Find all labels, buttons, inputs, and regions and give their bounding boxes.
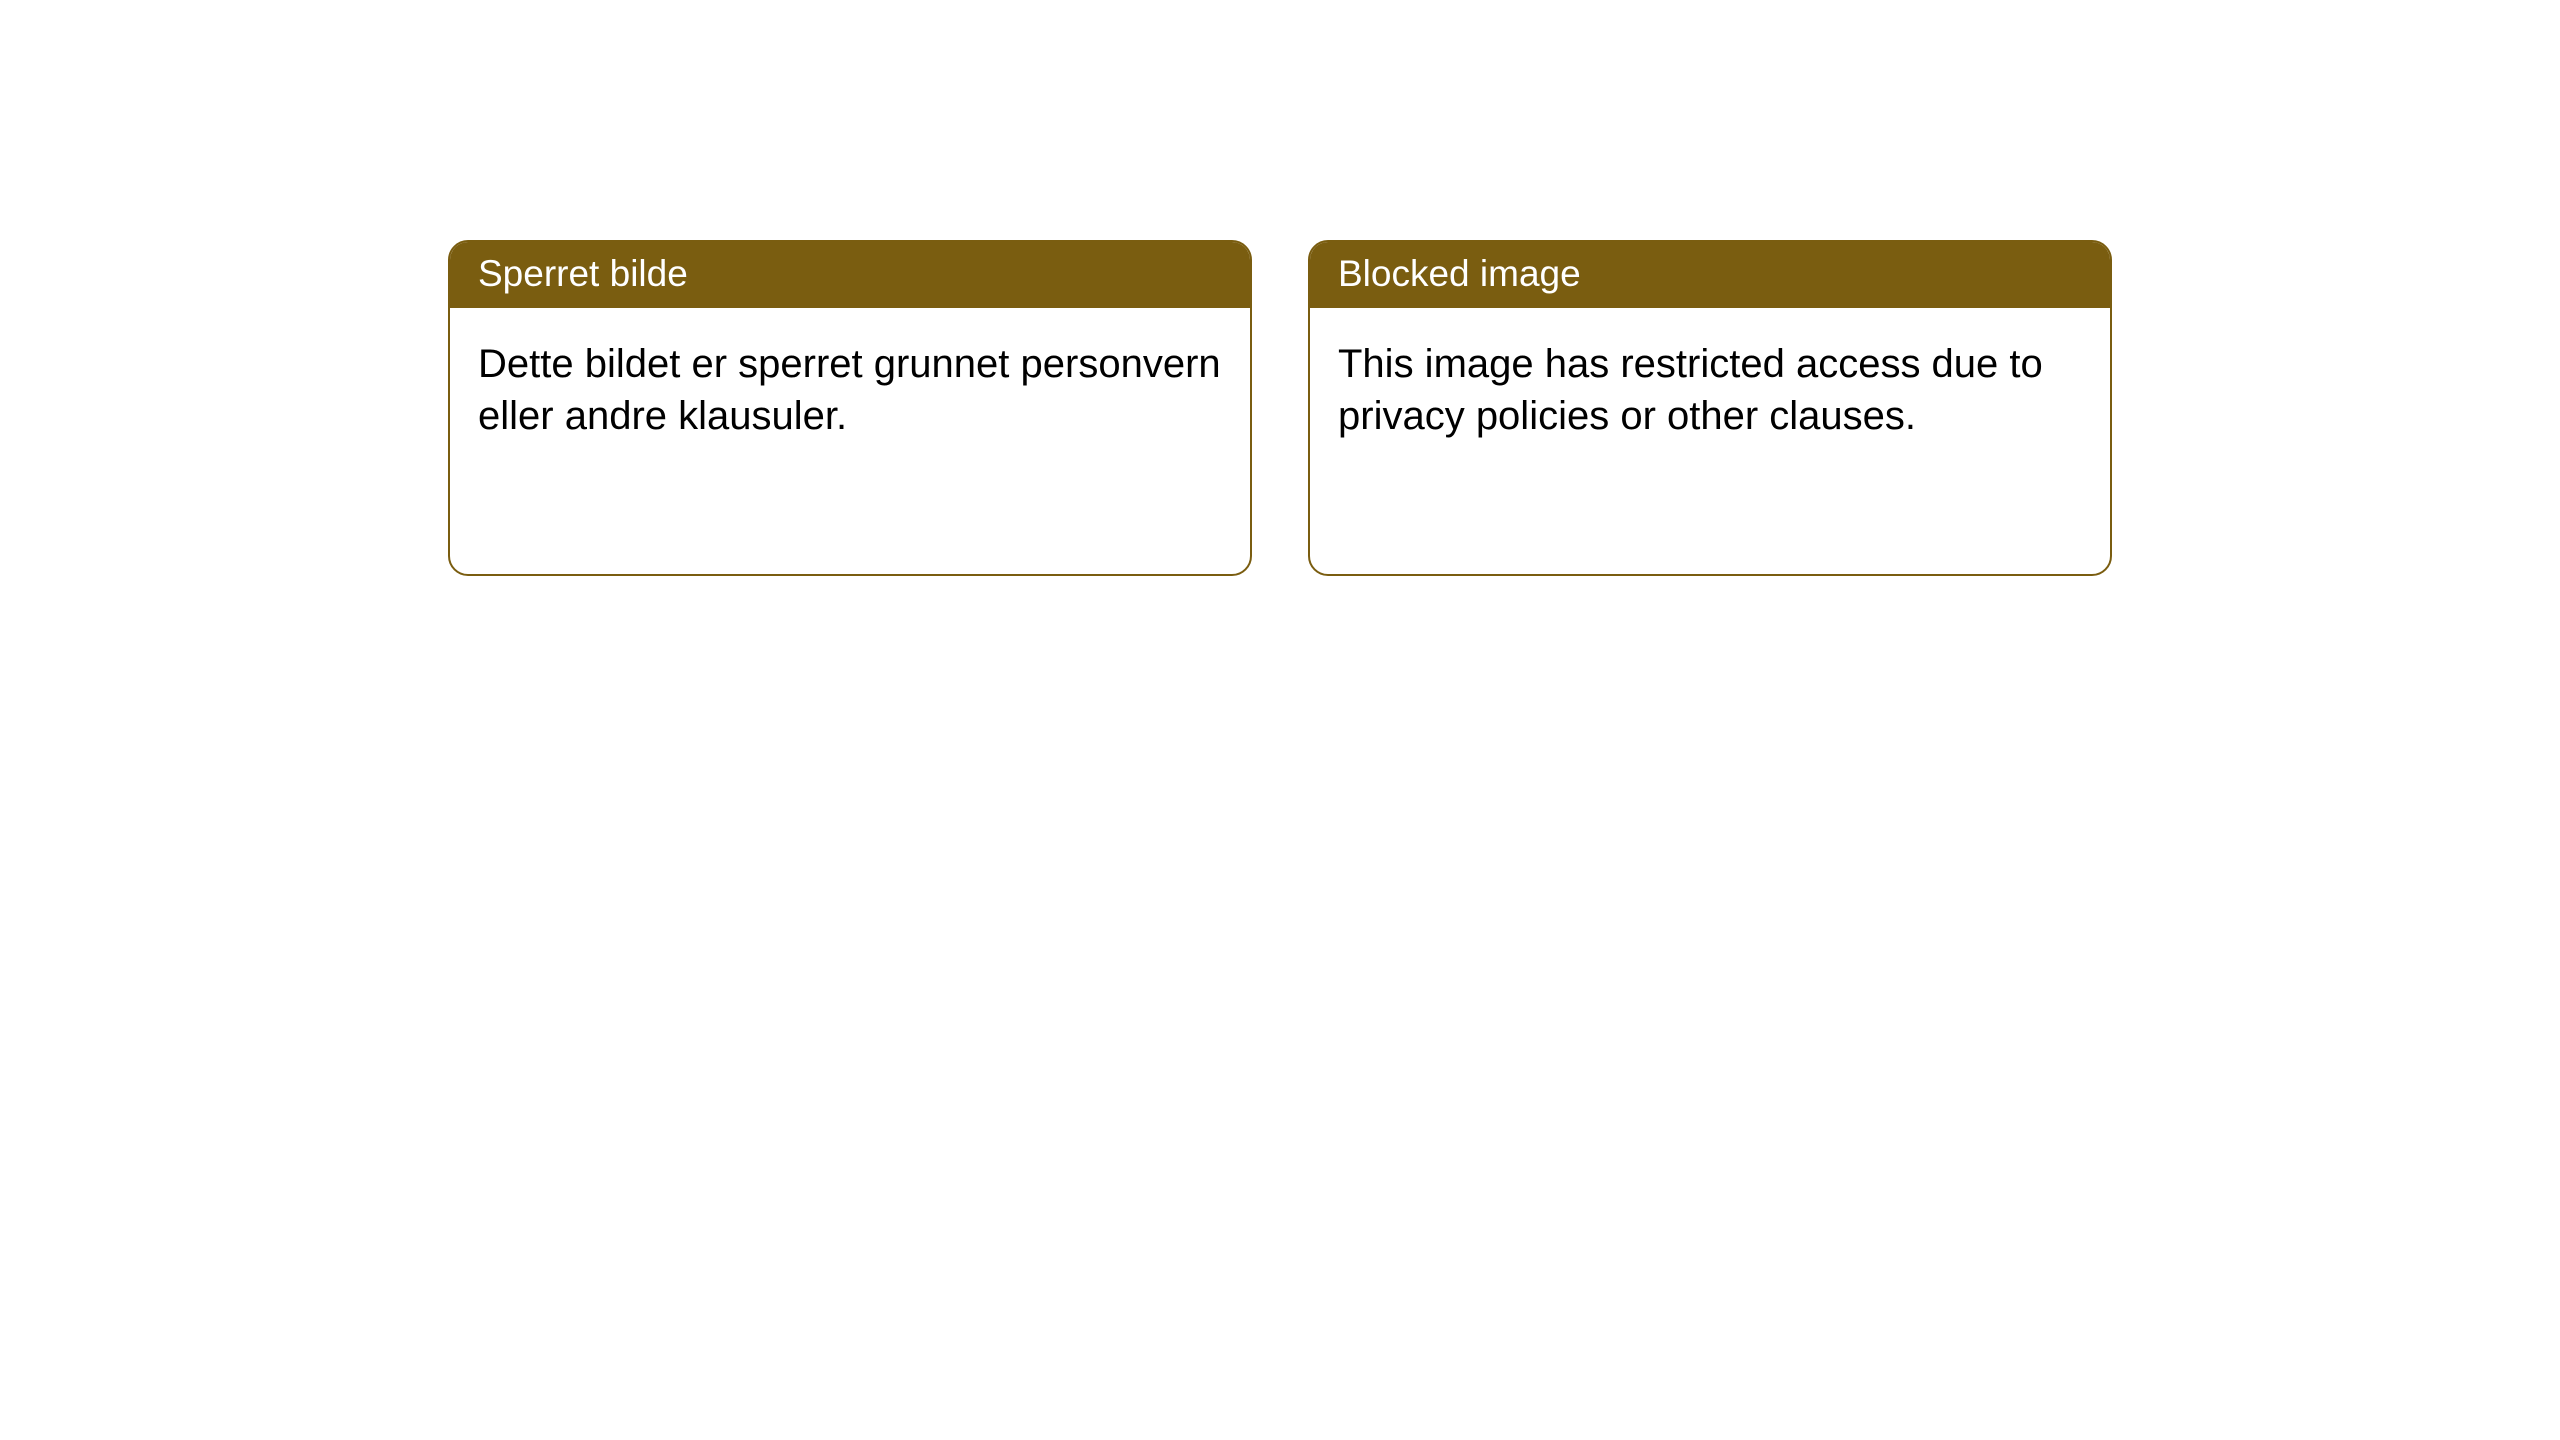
notice-card-english: Blocked image This image has restricted … bbox=[1308, 240, 2112, 576]
notice-cards-container: Sperret bilde Dette bildet er sperret gr… bbox=[448, 240, 2112, 576]
card-header-english: Blocked image bbox=[1310, 242, 2110, 308]
notice-card-norwegian: Sperret bilde Dette bildet er sperret gr… bbox=[448, 240, 1252, 576]
card-body-english: This image has restricted access due to … bbox=[1310, 308, 2110, 462]
card-body-norwegian: Dette bildet er sperret grunnet personve… bbox=[450, 308, 1250, 462]
card-header-norwegian: Sperret bilde bbox=[450, 242, 1250, 308]
